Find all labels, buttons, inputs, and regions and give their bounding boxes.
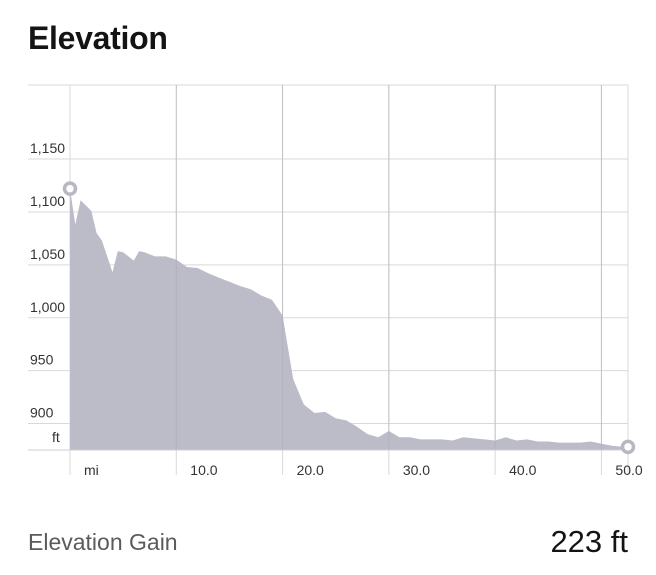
elevation-area bbox=[70, 188, 628, 450]
y-tick-label: 1,100 bbox=[30, 193, 65, 209]
y-unit-label: ft bbox=[52, 429, 60, 445]
start-marker bbox=[62, 181, 78, 196]
elevation-gain-row: Elevation Gain 223 ft bbox=[28, 520, 628, 564]
elevation-gain-value: 223 ft bbox=[550, 524, 628, 559]
end-marker bbox=[620, 439, 636, 455]
x-tick-label: 30.0 bbox=[403, 462, 430, 478]
y-tick-label: 1,150 bbox=[30, 140, 65, 156]
elevation-gain-label: Elevation Gain bbox=[28, 528, 178, 555]
page-title: Elevation bbox=[28, 20, 168, 56]
y-tick-label: 950 bbox=[30, 352, 54, 368]
y-tick-label: 900 bbox=[30, 405, 54, 421]
x-tick-label: 50.0 bbox=[615, 462, 642, 478]
y-tick-label: 1,000 bbox=[30, 299, 65, 315]
x-tick-label: 20.0 bbox=[297, 462, 324, 478]
x-tick-label: 10.0 bbox=[190, 462, 217, 478]
elevation-chart: 900 950 1,000 1,050 1,100 1,150 ft mi 10.0 20.0 30… bbox=[28, 84, 643, 478]
y-tick-label: 1,050 bbox=[30, 246, 65, 262]
x-tick-label: 40.0 bbox=[509, 462, 536, 478]
x-unit-label: mi bbox=[84, 462, 99, 478]
